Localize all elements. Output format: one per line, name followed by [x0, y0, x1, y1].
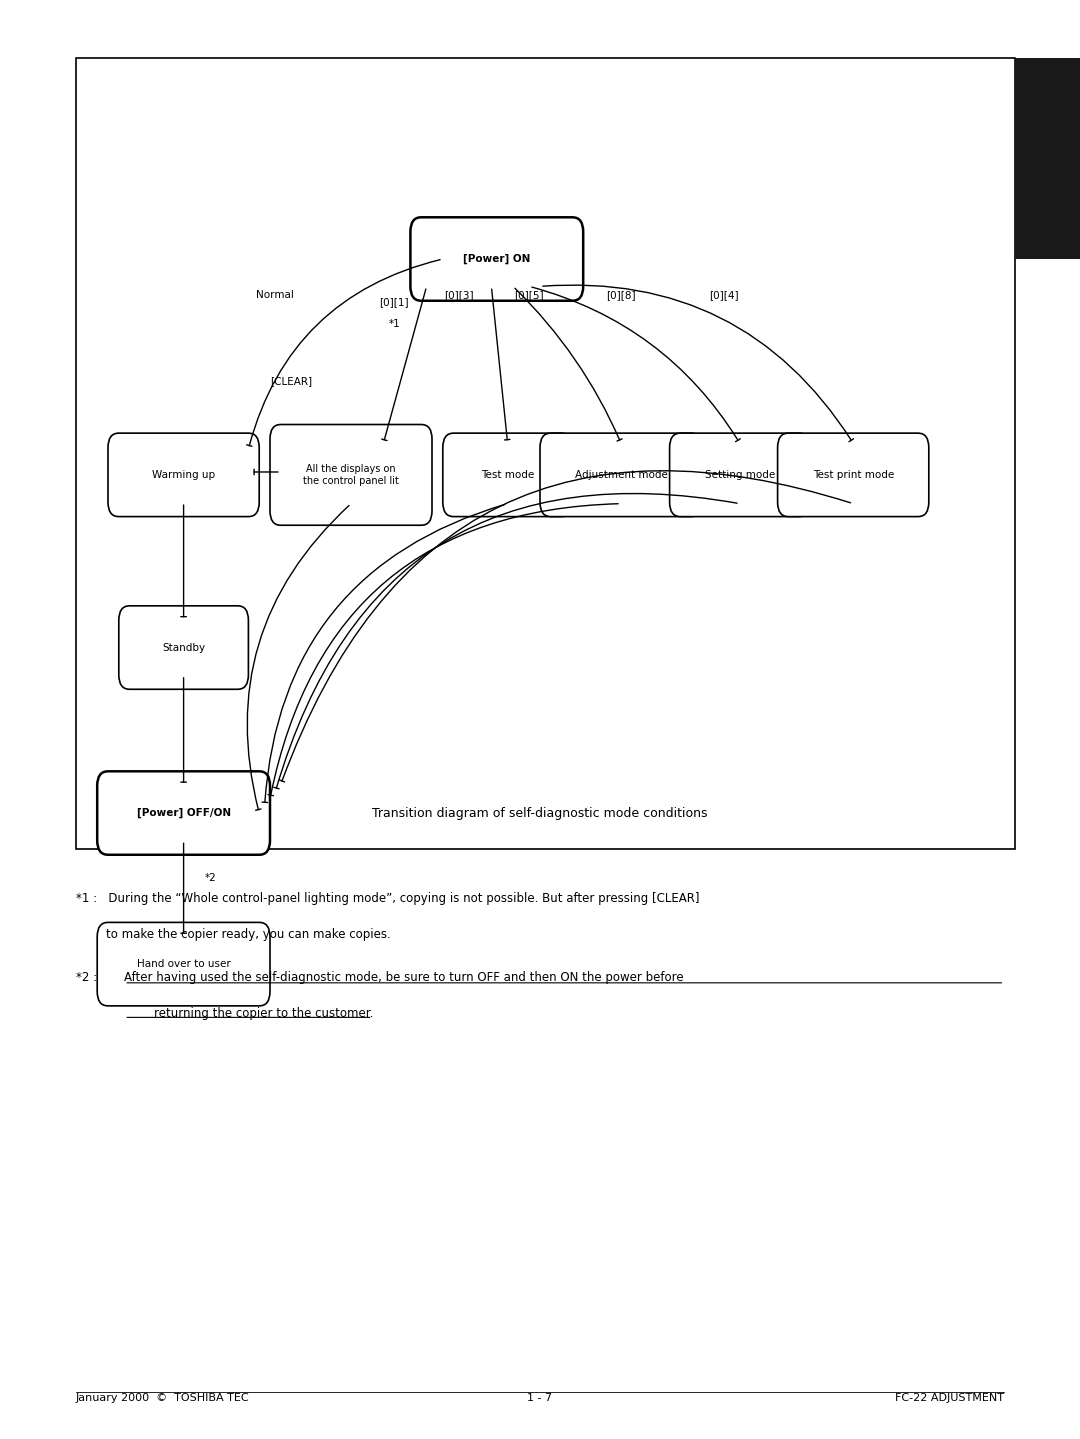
Text: All the displays on
the control panel lit: All the displays on the control panel li… [303, 463, 399, 486]
Text: Test print mode: Test print mode [812, 471, 894, 479]
FancyBboxPatch shape [270, 425, 432, 525]
Text: [Power] ON: [Power] ON [463, 253, 530, 265]
Text: [0][5]: [0][5] [514, 291, 544, 299]
Text: *1: *1 [389, 319, 400, 328]
Text: *2 :: *2 : [76, 971, 100, 984]
FancyBboxPatch shape [119, 606, 248, 689]
FancyBboxPatch shape [670, 433, 810, 517]
Text: [CLEAR]: [CLEAR] [270, 377, 313, 386]
Text: Adjustment mode: Adjustment mode [575, 471, 667, 479]
Text: January 2000  ©  TOSHIBA TEC: January 2000 © TOSHIBA TEC [76, 1393, 249, 1403]
Text: FC-22 ADJUSTMENT: FC-22 ADJUSTMENT [895, 1393, 1004, 1403]
Text: Hand over to user: Hand over to user [137, 960, 230, 968]
Text: [0][8]: [0][8] [606, 291, 636, 299]
Text: to make the copier ready, you can make copies.: to make the copier ready, you can make c… [76, 928, 390, 941]
Text: Transition diagram of self-diagnostic mode conditions: Transition diagram of self-diagnostic mo… [373, 806, 707, 820]
Text: [Power] OFF/ON: [Power] OFF/ON [136, 807, 231, 819]
FancyBboxPatch shape [443, 433, 572, 517]
FancyBboxPatch shape [778, 433, 929, 517]
FancyBboxPatch shape [410, 217, 583, 301]
Text: *2: *2 [205, 873, 216, 882]
Text: After having used the self-diagnostic mode, be sure to turn OFF and then ON the : After having used the self-diagnostic mo… [124, 971, 684, 984]
Text: 1 - 7: 1 - 7 [527, 1393, 553, 1403]
Text: Normal: Normal [256, 291, 295, 299]
FancyBboxPatch shape [540, 433, 702, 517]
FancyBboxPatch shape [108, 433, 259, 517]
Text: Warming up: Warming up [152, 471, 215, 479]
Text: returning the copier to the customer.: returning the copier to the customer. [124, 1007, 374, 1020]
Text: [0][4]: [0][4] [708, 291, 739, 299]
FancyBboxPatch shape [1015, 58, 1080, 259]
Text: Setting mode: Setting mode [704, 471, 775, 479]
Text: Standby: Standby [162, 643, 205, 652]
Text: *1 :   During the “Whole control-panel lighting mode”, copying is not possible. : *1 : During the “Whole control-panel lig… [76, 892, 699, 905]
Text: [0][3]: [0][3] [444, 291, 474, 299]
FancyBboxPatch shape [76, 58, 1015, 849]
Text: [0][1]: [0][1] [379, 298, 409, 307]
FancyBboxPatch shape [97, 771, 270, 855]
FancyBboxPatch shape [97, 922, 270, 1006]
Text: Test mode: Test mode [481, 471, 535, 479]
